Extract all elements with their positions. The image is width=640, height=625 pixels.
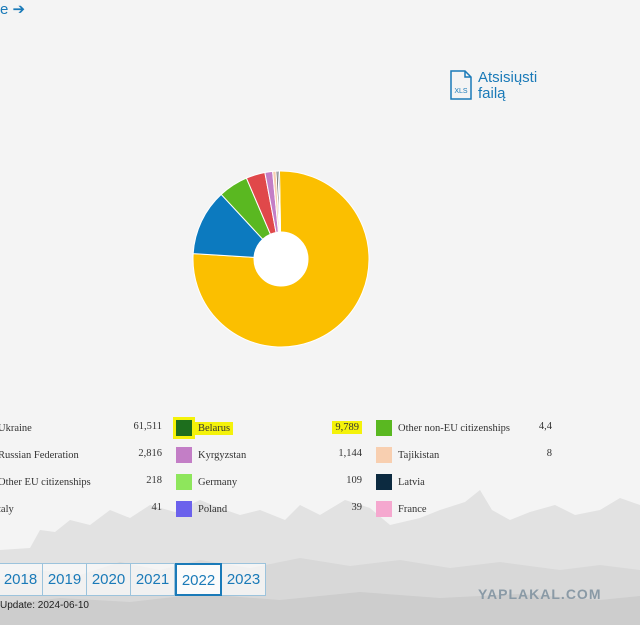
download-label-line1: Atsisiųsti (478, 69, 538, 86)
legend-value-kyrgyzstan: 1,144 (338, 448, 362, 459)
more-link[interactable]: e ➔ (0, 1, 26, 18)
legend-label: Poland (198, 503, 228, 515)
legend-value-belarus: 9,789 (332, 421, 362, 434)
year-tab-2022[interactable]: 2022 (175, 563, 222, 596)
download-xls-link[interactable]: XLS Atsisiųsti failą (450, 70, 537, 102)
year-tab-2023[interactable]: 2023 (222, 563, 266, 596)
legend-swatch (173, 417, 195, 439)
legend-item-france[interactable]: France (376, 500, 427, 518)
legend-value-poland: 39 (351, 502, 363, 513)
legend-value-other-eu-citizenships: 218 (146, 475, 162, 486)
legend-label: Belarus (195, 421, 234, 435)
xls-file-icon: XLS (450, 70, 472, 100)
year-tab-2018[interactable]: 2018 (0, 563, 43, 596)
legend-item-ukraine[interactable]: Ukraine (0, 419, 32, 437)
legend-label: Kyrgyzstan (198, 449, 247, 461)
legend-swatch (376, 474, 392, 490)
legend-swatch (176, 447, 192, 463)
legend-label: France (398, 503, 427, 515)
legend-label: Other EU citizenships (0, 476, 91, 488)
legend-item-tajikistan[interactable]: Tajikistan (376, 446, 439, 464)
legend-label: Ukraine (0, 422, 32, 434)
legend-label: Germany (198, 476, 238, 488)
legend-value-other-non-eu-citizenships: 4,4 (538, 421, 552, 432)
svg-text:XLS: XLS (454, 88, 468, 95)
legend-swatch (376, 501, 392, 517)
legend-label: Latvia (398, 476, 425, 488)
legend-swatch (376, 447, 392, 463)
legend-item-poland[interactable]: Poland (176, 500, 227, 518)
legend-swatch (376, 420, 392, 436)
legend-swatch (176, 501, 192, 517)
legend-label: taly (0, 503, 14, 515)
year-tab-2021[interactable]: 2021 (131, 563, 175, 596)
legend-item-germany[interactable]: Germany (176, 473, 237, 491)
last-update-text: Update: 2024-06-10 (0, 600, 89, 611)
legend-label: Tajikistan (398, 449, 440, 461)
legend-item-taly[interactable]: taly (0, 500, 14, 518)
legend-label: Russian Federation (0, 449, 79, 461)
donut-hole (254, 232, 308, 286)
legend-item-other-eu-citizenships[interactable]: Other EU citizenships (0, 473, 91, 491)
legend-item-other-non-eu-citizenships[interactable]: Other non-EU citizenships (376, 419, 510, 437)
legend-item-russian-federation[interactable]: Russian Federation (0, 446, 79, 464)
download-label-line2: failą (478, 85, 506, 102)
legend-swatch (176, 474, 192, 490)
legend-value-germany: 109 (346, 475, 362, 486)
legend-value-tajikistan: 8 (546, 448, 552, 459)
legend-value-ukraine: 61,511 (133, 421, 163, 432)
year-tab-2019[interactable]: 2019 (43, 563, 87, 596)
legend-label: Other non-EU citizenships (398, 422, 510, 434)
legend-value-russian-federation: 2,816 (138, 448, 162, 459)
watermark-logo: YAPLAKAL.COM (478, 586, 602, 602)
legend-item-belarus[interactable]: Belarus (173, 417, 234, 439)
year-selector: 2018 2019 2020 2021 2022 2023 (0, 563, 266, 596)
legend-value-taly: 41 (151, 502, 163, 513)
year-tab-2020[interactable]: 2020 (87, 563, 131, 596)
legend-item-kyrgyzstan[interactable]: Kyrgyzstan (176, 446, 246, 464)
legend-item-latvia[interactable]: Latvia (376, 473, 425, 491)
